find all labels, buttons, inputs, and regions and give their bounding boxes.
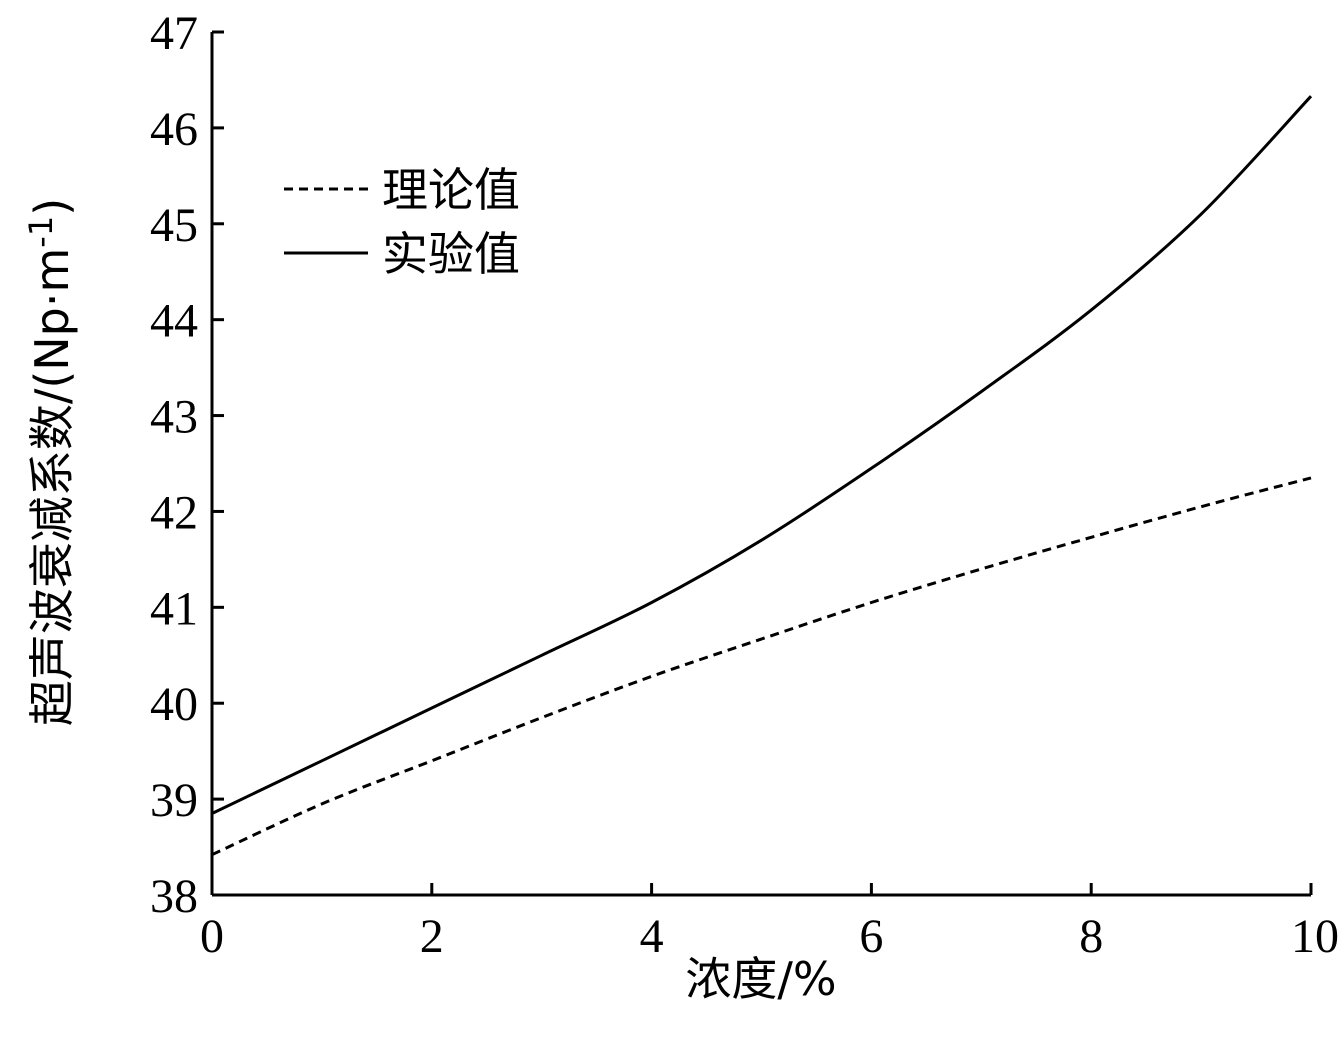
- legend: 理论值 实验值: [284, 163, 520, 281]
- y-tick-label: 43: [150, 391, 198, 444]
- y-tick-label: 42: [150, 486, 198, 539]
- ticks: [210, 30, 1313, 897]
- x-tick-label: 0: [200, 910, 224, 963]
- x-tick-label: 6: [859, 910, 883, 963]
- y-tick-label: 45: [150, 199, 198, 252]
- legend-label-theory: 理论值: [382, 163, 520, 217]
- series-line-experiment: [211, 95, 1313, 815]
- y-tick-label: 39: [150, 774, 198, 827]
- y-axis-label-close: ): [25, 198, 79, 216]
- y-tick-label: 41: [150, 582, 198, 635]
- y-axis-label-main: 超声波衰减系数/(Np·m: [25, 248, 79, 727]
- series-lines: [211, 95, 1313, 857]
- y-tick-label: 47: [150, 7, 198, 60]
- x-tick-label: 4: [640, 910, 664, 963]
- y-axis-label-sup: -1: [22, 216, 60, 248]
- x-tick-label: 10: [1291, 910, 1339, 963]
- y-axis-label: 超声波衰减系数/(Np·m-1): [22, 198, 79, 726]
- legend-label-experiment: 实验值: [382, 227, 520, 281]
- y-tick-label: 38: [150, 870, 198, 923]
- x-axis-label: 浓度/%: [685, 952, 836, 1006]
- x-tick-label: 2: [420, 910, 444, 963]
- series-line-theory: [211, 476, 1312, 857]
- y-tick-label: 44: [150, 295, 198, 348]
- y-tick-label: 46: [150, 103, 198, 156]
- x-tick-label: 8: [1079, 910, 1103, 963]
- y-tick-label: 40: [150, 678, 198, 731]
